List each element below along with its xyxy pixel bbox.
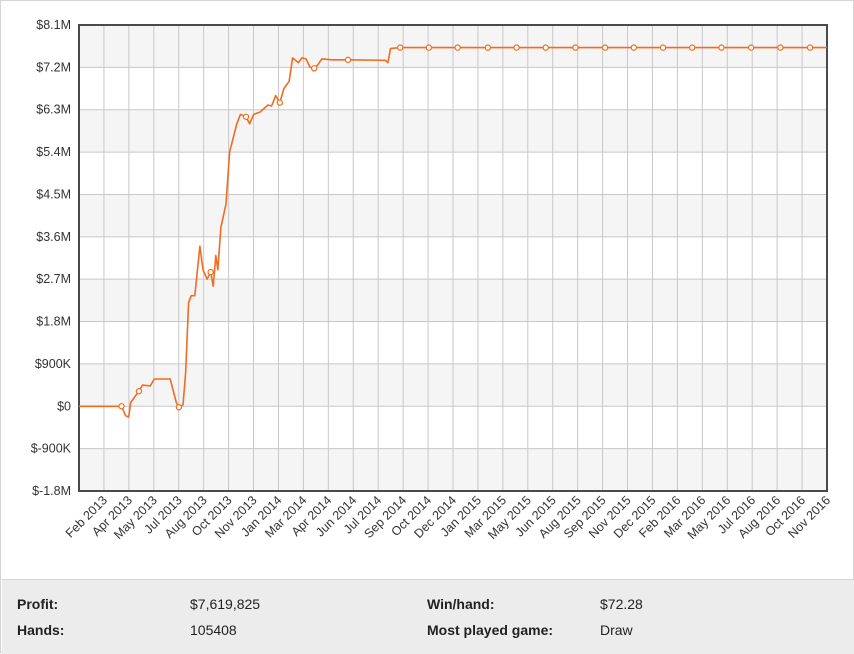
y-tick-label: $-900K: [31, 442, 72, 456]
data-point: [135, 388, 143, 395]
y-tick-label: $-1.8M: [32, 484, 71, 498]
profit-chart: $8.1M $7.2M $6.3M $5.4M $4.5M $3.6M $2.7M $1.8M…: [31, 18, 833, 542]
winhand-label: Win/hand:: [427, 596, 495, 612]
data-point: [397, 44, 404, 51]
y-tick-label: $8.1M: [36, 18, 71, 32]
hands-value: 105408: [190, 622, 237, 638]
y-tick-label: $2.7M: [36, 272, 71, 286]
y-tick-label: $5.4M: [36, 145, 71, 159]
data-point: [747, 44, 755, 51]
stats-panel: Profit: $7,619,825 Win/hand: $72.28 Hand…: [2, 579, 854, 654]
hands-label: Hands:: [17, 622, 65, 638]
data-point: [207, 268, 214, 276]
data-point: [118, 403, 125, 410]
data-point: [572, 44, 579, 51]
y-tick-label: $3.6M: [36, 230, 71, 244]
game-label: Most played game:: [427, 622, 554, 638]
data-point: [601, 44, 609, 51]
data-point: [276, 99, 284, 106]
data-point: [425, 44, 433, 51]
data-point: [484, 44, 492, 51]
data-point: [630, 44, 638, 51]
y-tick-label: $1.8M: [36, 315, 71, 329]
data-point: [344, 56, 352, 64]
data-point: [542, 44, 549, 51]
winhand-value: $72.28: [600, 596, 643, 612]
y-tick-label: $7.2M: [36, 60, 71, 74]
y-tick-label: $0: [57, 399, 71, 413]
y-tick-label: $4.5M: [36, 187, 71, 201]
data-point: [454, 44, 461, 51]
data-point: [689, 44, 696, 51]
y-tick-label: $6.3M: [36, 103, 71, 117]
y-tick-label: $900K: [35, 357, 72, 371]
profit-value: $7,619,825: [190, 596, 261, 612]
data-point: [806, 44, 814, 51]
data-point: [777, 44, 784, 51]
data-point: [175, 404, 183, 411]
plot-border: [78, 24, 828, 492]
data-point: [718, 44, 725, 51]
profit-label: Profit:: [17, 596, 59, 612]
game-value: Draw: [600, 622, 633, 638]
data-point: [659, 44, 667, 51]
data-point: [310, 65, 318, 72]
data-point: [513, 44, 520, 51]
data-point: [242, 113, 250, 120]
